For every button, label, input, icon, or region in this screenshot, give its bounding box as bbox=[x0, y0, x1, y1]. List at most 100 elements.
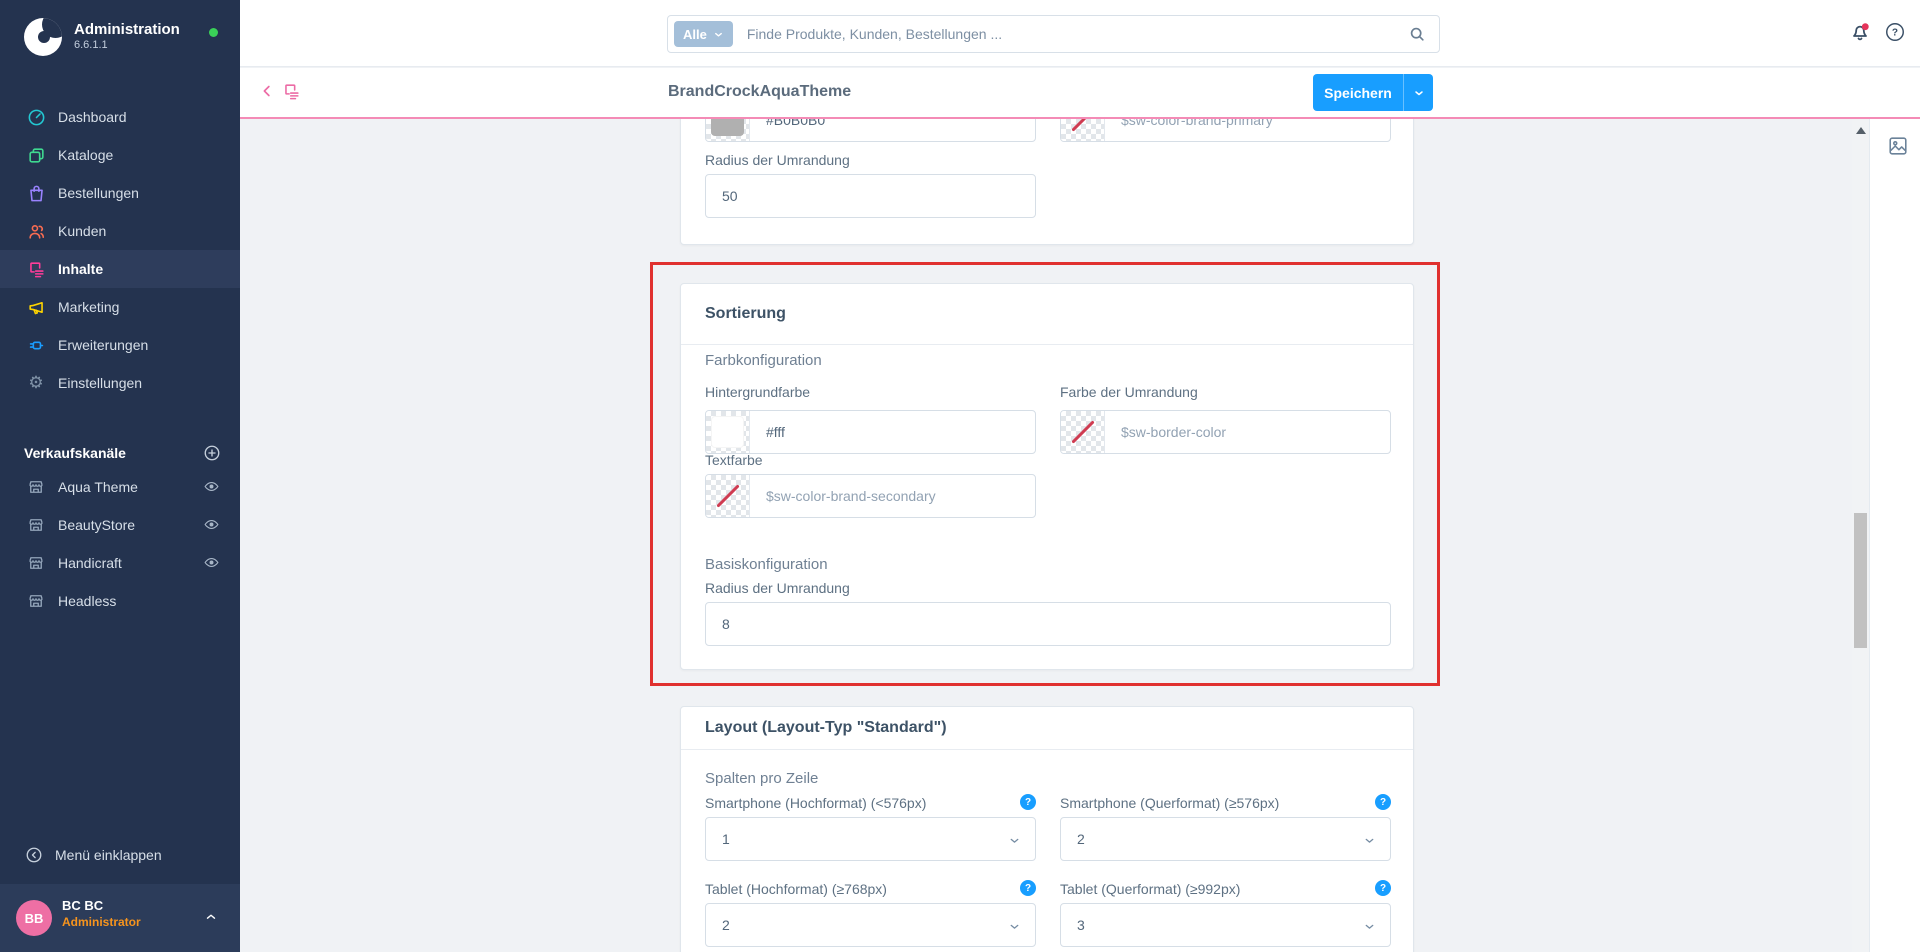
sidebar-item-marketing[interactable]: Marketing bbox=[0, 288, 240, 326]
online-status-dot bbox=[209, 28, 218, 37]
sidebar-item-bestellungen[interactable]: Bestellungen bbox=[0, 174, 240, 212]
sidebar-channel-handicraft[interactable]: Handicraft bbox=[0, 544, 240, 582]
help-icon[interactable]: ? bbox=[1020, 794, 1036, 810]
chevron-down-icon bbox=[1363, 920, 1376, 936]
radius-input[interactable] bbox=[705, 602, 1391, 646]
chevron-down-icon bbox=[714, 32, 722, 37]
field-label: Smartphone (Querformat) (≥576px) bbox=[1060, 795, 1280, 811]
text-color-field[interactable]: $sw-color-brand-secondary bbox=[705, 474, 1036, 518]
sales-channels-heading-row: Verkaufskanäle bbox=[0, 438, 240, 468]
theme-config-scroll-area[interactable]: #B0B0B0 $sw-color-brand-primary Radius d… bbox=[240, 119, 1852, 952]
sidebar-item-einstellungen[interactable]: ⚙ Einstellungen bbox=[0, 364, 240, 402]
sidebar-item-inhalte[interactable]: Inhalte bbox=[0, 250, 240, 288]
app-logo-block: Administration 6.6.1.1 bbox=[0, 0, 240, 80]
sidebar-item-dashboard[interactable]: Dashboard bbox=[0, 98, 240, 136]
field-label: Smartphone (Hochformat) (<576px) bbox=[705, 795, 927, 811]
field-label: Textfarbe bbox=[705, 452, 763, 468]
color-field-cut-left[interactable]: #B0B0B0 bbox=[705, 119, 1036, 142]
theme-module-icon[interactable] bbox=[282, 82, 301, 101]
search-scope-dropdown[interactable]: Alle bbox=[674, 21, 733, 47]
no-color-swatch[interactable] bbox=[1061, 411, 1105, 453]
storefront-icon bbox=[26, 591, 46, 611]
sidebar-item-kataloge[interactable]: Kataloge bbox=[0, 136, 240, 174]
save-options-dropdown[interactable] bbox=[1403, 74, 1433, 111]
field-label: Farbe der Umrandung bbox=[1060, 384, 1198, 400]
radius-input[interactable] bbox=[705, 174, 1036, 218]
section-heading-spalten: Spalten pro Zeile bbox=[705, 770, 819, 787]
color-field-cut-right[interactable]: $sw-color-brand-primary bbox=[1060, 119, 1391, 142]
sidebar-channel-beautystore[interactable]: BeautyStore bbox=[0, 506, 240, 544]
section-heading-farbkonfiguration: Farbkonfiguration bbox=[705, 352, 822, 369]
visibility-eye-icon[interactable] bbox=[203, 478, 221, 496]
content-icon bbox=[26, 259, 46, 279]
color-value: #B0B0B0 bbox=[766, 119, 826, 128]
add-sales-channel-button[interactable] bbox=[203, 444, 221, 462]
vertical-scrollbar[interactable] bbox=[1852, 119, 1869, 952]
image-tool-icon[interactable] bbox=[1887, 135, 1909, 157]
top-header-bar: Alle Finde Produkte, Kunden, Bestellunge… bbox=[240, 0, 1920, 67]
background-color-field[interactable]: #fff bbox=[705, 410, 1036, 454]
help-icon[interactable]: ? bbox=[1020, 880, 1036, 896]
save-split-button: Speichern bbox=[1313, 74, 1433, 111]
page-title: BrandCrockAquaTheme bbox=[668, 83, 852, 100]
user-menu[interactable]: BB BC BC Administrator bbox=[0, 884, 240, 952]
card-title: Layout (Layout-Typ "Standard") bbox=[705, 719, 947, 736]
select-smartphone-portrait[interactable]: 1 bbox=[705, 817, 1036, 861]
color-swatch[interactable] bbox=[706, 119, 750, 141]
user-role: Administrator bbox=[62, 915, 141, 929]
storefront-icon bbox=[26, 515, 46, 535]
color-placeholder: $sw-border-color bbox=[1121, 424, 1227, 440]
main-navigation: Dashboard Kataloge Bestellungen Kunden I… bbox=[0, 98, 240, 402]
no-color-swatch[interactable] bbox=[706, 475, 750, 517]
field-label: Radius der Umrandung bbox=[705, 152, 850, 168]
color-swatch-white[interactable] bbox=[706, 411, 750, 453]
card-title: Sortierung bbox=[705, 305, 786, 322]
border-color-field[interactable]: $sw-border-color bbox=[1060, 410, 1391, 454]
chevron-down-icon bbox=[1414, 90, 1423, 95]
sidebar-channel-aqua-theme[interactable]: Aqua Theme bbox=[0, 468, 240, 506]
sidebar-item-erweiterungen[interactable]: Erweiterungen bbox=[0, 326, 240, 364]
shopware-logo-icon bbox=[24, 18, 62, 56]
app-version: 6.6.1.1 bbox=[74, 39, 108, 51]
select-tablet-portrait[interactable]: 2 bbox=[705, 903, 1036, 947]
global-search[interactable]: Alle Finde Produkte, Kunden, Bestellunge… bbox=[667, 15, 1440, 53]
storefront-icon bbox=[26, 477, 46, 497]
svg-text:?: ? bbox=[1892, 28, 1898, 39]
collapse-menu-button[interactable]: Menü einklappen bbox=[0, 836, 240, 874]
field-label: Tablet (Hochformat) (≥768px) bbox=[705, 881, 887, 897]
select-tablet-landscape[interactable]: 3 bbox=[1060, 903, 1391, 947]
select-smartphone-landscape[interactable]: 2 bbox=[1060, 817, 1391, 861]
section-heading-basiskonfiguration: Basiskonfiguration bbox=[705, 556, 828, 573]
no-color-swatch[interactable] bbox=[1061, 119, 1105, 141]
sidebar: Administration 6.6.1.1 Dashboard Katalog… bbox=[0, 0, 240, 952]
scrollbar-thumb[interactable] bbox=[1854, 513, 1867, 648]
orders-icon bbox=[26, 183, 46, 203]
marketing-icon bbox=[26, 297, 46, 317]
chevron-left-circle-icon bbox=[25, 846, 43, 864]
avatar: BB bbox=[16, 900, 52, 936]
notifications-bell-icon[interactable] bbox=[1848, 20, 1874, 46]
help-icon[interactable]: ? bbox=[1884, 21, 1906, 43]
card-partial-top: #B0B0B0 $sw-color-brand-primary Radius d… bbox=[680, 119, 1414, 245]
card-layout: Layout (Layout-Typ "Standard") Spalten p… bbox=[680, 706, 1414, 952]
dashboard-icon bbox=[26, 107, 46, 127]
visibility-eye-icon[interactable] bbox=[203, 554, 221, 572]
scrollbar-up-arrow[interactable] bbox=[1852, 123, 1869, 137]
search-placeholder: Finde Produkte, Kunden, Bestellungen ... bbox=[746, 26, 1003, 42]
search-icon bbox=[1407, 24, 1427, 49]
chevron-down-icon bbox=[1008, 920, 1021, 936]
card-sortierung: Sortierung Farbkonfiguration Hintergrund… bbox=[680, 283, 1414, 670]
chevron-down-icon bbox=[1363, 834, 1376, 850]
sidebar-channel-headless[interactable]: Headless bbox=[0, 582, 240, 620]
back-button[interactable] bbox=[258, 81, 276, 101]
sidebar-item-kunden[interactable]: Kunden bbox=[0, 212, 240, 250]
smart-bar: BrandCrockAquaTheme Speichern bbox=[240, 68, 1920, 117]
sales-channels-heading: Verkaufskanäle bbox=[24, 445, 126, 461]
storefront-icon bbox=[26, 553, 46, 573]
save-button[interactable]: Speichern bbox=[1313, 74, 1403, 111]
help-icon[interactable]: ? bbox=[1375, 794, 1391, 810]
visibility-eye-icon[interactable] bbox=[203, 516, 221, 534]
field-label: Hintergrundfarbe bbox=[705, 384, 811, 400]
catalogues-icon bbox=[26, 145, 46, 165]
help-icon[interactable]: ? bbox=[1375, 880, 1391, 896]
